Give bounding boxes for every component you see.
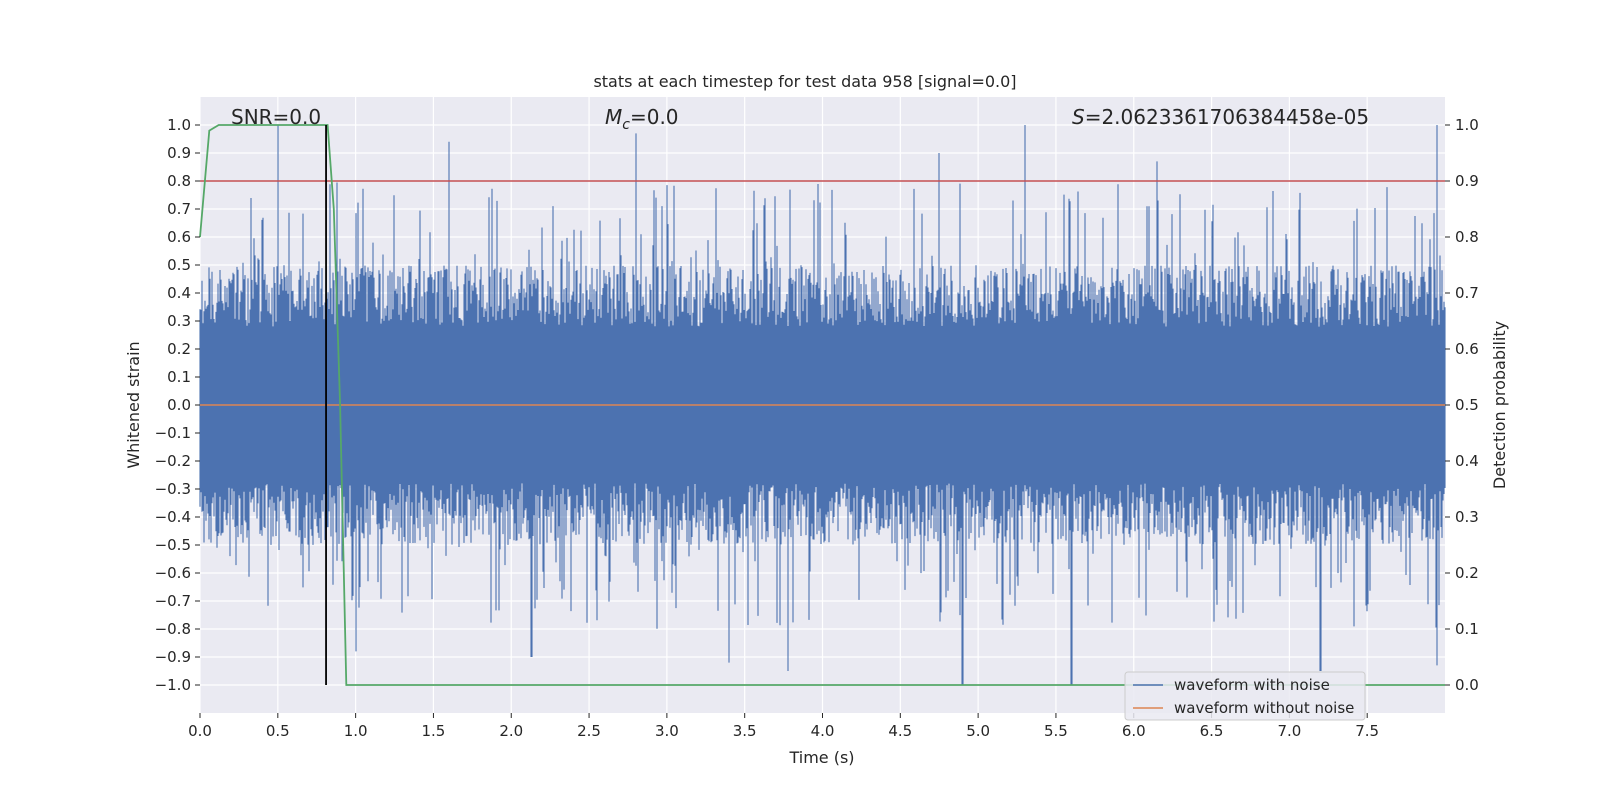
y-axis-right-label: Detection probability: [1490, 321, 1509, 489]
x-tick-label: 6.5: [1200, 722, 1224, 740]
y-tick-label: −0.7: [155, 592, 191, 610]
y-tick-label: −0.8: [155, 620, 191, 638]
y-right-tick-label: 0.6: [1455, 340, 1479, 358]
legend: waveform with noise waveform without noi…: [1124, 671, 1366, 721]
y-tick-label: −1.0: [155, 676, 191, 694]
x-tick-label: 4.0: [811, 722, 835, 740]
y-right-tick-label: 0.8: [1455, 228, 1479, 246]
x-axis-label: Time (s): [788, 748, 854, 767]
legend-label-clean: waveform without noise: [1174, 699, 1354, 717]
y-tick-label: −0.5: [155, 536, 191, 554]
y-tick-label: 0.8: [167, 172, 191, 190]
snr-annotation: SNR=0.0: [231, 105, 321, 129]
y-tick-label: 0.4: [167, 284, 191, 302]
x-tick-label: 1.0: [344, 722, 368, 740]
y-tick-label: −0.1: [155, 424, 191, 442]
y-tick-label: 0.3: [167, 312, 191, 330]
overlay-lines: [199, 124, 1445, 686]
y-tick-label: −0.6: [155, 564, 191, 582]
y-right-tick-label: 1.0: [1455, 116, 1479, 134]
x-axis: 0.0 0.5 1.0 1.5 2.0 2.5 3.0 3.5 4.0 4.5 5.0 5.5 6.0 6…: [188, 713, 1379, 740]
y-axis-right: 1.0 0.9 0.8 0.7 0.6 0.5 0.4 0.3 0.2 0.1 0.0: [1445, 116, 1479, 694]
y-axis-left: 1.0 0.9 0.8 0.7 0.6 0.5 0.4 0.3 0.2 0.1 0.0 −0.1 −0.…: [155, 116, 200, 694]
y-axis-label: Whitened strain: [124, 341, 143, 468]
chart-title: stats at each timestep for test data 958…: [593, 72, 1016, 91]
y-tick-label: 0.6: [167, 228, 191, 246]
legend-label-noise: waveform with noise: [1174, 676, 1330, 694]
y-tick-label: 1.0: [167, 116, 191, 134]
x-tick-label: 3.0: [655, 722, 679, 740]
score-symbol: S: [1072, 105, 1085, 129]
x-tick-label: 5.5: [1044, 722, 1068, 740]
legend-box: [1124, 671, 1366, 721]
x-tick-label: 7.5: [1355, 722, 1379, 740]
y-tick-label: −0.4: [155, 508, 191, 526]
y-tick-label: −0.3: [155, 480, 191, 498]
y-right-tick-label: 0.5: [1455, 396, 1479, 414]
chirp-mass-annotation: Mc=0.0: [605, 105, 679, 133]
y-right-tick-label: 0.9: [1455, 172, 1479, 190]
score-value: =2.0623361706384458e-05: [1085, 105, 1369, 129]
y-tick-label: −0.2: [155, 452, 191, 470]
y-right-tick-label: 0.0: [1455, 676, 1479, 694]
x-tick-label: 4.5: [888, 722, 912, 740]
x-tick-label: 0.0: [188, 722, 212, 740]
score-annotation: S=2.0623361706384458e-05: [1072, 105, 1369, 129]
y-tick-label: 0.7: [167, 200, 191, 218]
x-tick-label: 3.5: [733, 722, 757, 740]
x-tick-label: 6.0: [1122, 722, 1146, 740]
y-right-tick-label: 0.1: [1455, 620, 1479, 638]
x-tick-label: 1.5: [422, 722, 446, 740]
y-tick-label: 0.5: [167, 256, 191, 274]
x-tick-label: 5.0: [966, 722, 990, 740]
chirp-mass-subscript: c: [622, 117, 630, 133]
x-tick-label: 2.0: [499, 722, 523, 740]
y-tick-label: 0.9: [167, 144, 191, 162]
x-tick-label: 2.5: [577, 722, 601, 740]
chirp-mass-value: =0.0: [630, 105, 679, 129]
waveform-with-noise-series: [199, 125, 1446, 685]
chirp-mass-symbol: M: [605, 105, 622, 129]
y-tick-label: 0.1: [167, 368, 191, 386]
y-right-tick-label: 0.3: [1455, 508, 1479, 526]
y-right-tick-label: 0.2: [1455, 564, 1479, 582]
x-tick-label: 0.5: [266, 722, 290, 740]
y-right-tick-label: 0.7: [1455, 284, 1479, 302]
noise-trace: [199, 125, 1446, 685]
y-tick-label: −0.9: [155, 648, 191, 666]
y-right-tick-label: 0.4: [1455, 452, 1479, 470]
x-tick-label: 7.0: [1277, 722, 1301, 740]
y-tick-label: 0.0: [167, 396, 191, 414]
detection-probability-line: [199, 124, 1445, 686]
y-tick-label: 0.2: [167, 340, 191, 358]
